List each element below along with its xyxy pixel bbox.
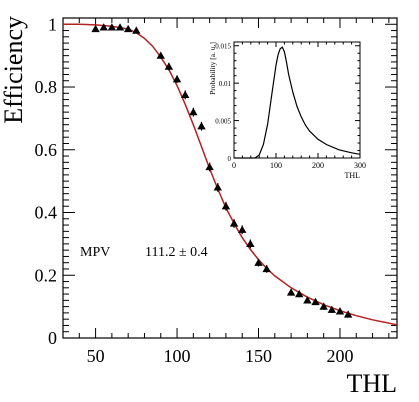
y-tick-label: 0: [48, 328, 57, 348]
inset-x-tick-label: 300: [354, 161, 366, 170]
data-point: [221, 202, 231, 210]
data-point: [343, 310, 353, 318]
data-point: [123, 24, 133, 33]
data-point: [246, 239, 255, 248]
data-point: [286, 288, 296, 296]
y-axis-title: Efficiency: [0, 16, 28, 124]
data-point: [213, 183, 222, 191]
data-point: [303, 296, 312, 304]
data-point: [156, 51, 165, 59]
inset-y-tick-label: 0.005: [215, 118, 231, 126]
mpv-label: MPV: [80, 245, 110, 260]
inset-y-axis-title: Probability [a. u.]: [208, 42, 217, 95]
data-point: [132, 26, 141, 34]
y-tick-label: 0.6: [35, 140, 58, 160]
y-tick-label: 0.2: [35, 265, 58, 285]
inset-y-tick-label: 0: [228, 155, 232, 163]
y-tick-label: 0.8: [35, 77, 58, 97]
data-point: [197, 122, 206, 130]
data-point: [172, 74, 182, 83]
inset-y-tick-label: 0.01: [219, 80, 232, 88]
data-point: [189, 107, 198, 116]
data-point: [238, 225, 247, 233]
data-point: [180, 90, 190, 99]
x-tick-label: 100: [164, 346, 191, 366]
x-tick-label: 50: [87, 346, 105, 366]
mpv-value: 111.2 ± 0.4: [145, 245, 208, 260]
data-point: [115, 23, 125, 31]
data-point: [295, 289, 304, 298]
data-point: [107, 23, 117, 31]
inset-plot: 0 100 200 300 0 0.005 0.01 0.015 THL Probability …: [208, 41, 366, 180]
data-point: [99, 23, 108, 31]
inset-x-tick-label: 0: [232, 161, 236, 170]
plot-frame: [62, 17, 398, 339]
main-plot: 50 100 150 200 0 0.2 0.4 0.6 0.8 1 THL Efficiency MP…: [0, 14, 398, 398]
data-point: [262, 264, 271, 273]
data-point: [205, 162, 214, 171]
data-point: [164, 62, 174, 70]
x-tick-label: 150: [245, 346, 272, 366]
x-axis-title: THL: [346, 369, 397, 398]
data-point: [229, 219, 239, 227]
inset-frame: [233, 41, 361, 159]
x-tick-label: 200: [326, 346, 353, 366]
data-point: [327, 305, 337, 313]
data-point: [335, 307, 345, 315]
inset-x-tick-label: 200: [312, 161, 324, 170]
inset-x-tick-label: 100: [270, 161, 282, 170]
data-point: [91, 24, 100, 33]
data-point: [254, 258, 263, 266]
y-tick-label: 0.4: [35, 203, 58, 223]
inset-distribution-curve: [234, 46, 361, 159]
data-point: [311, 297, 320, 306]
y-tick-label: 1: [48, 14, 57, 34]
inset-y-tick-label: 0.015: [215, 43, 231, 51]
inset-x-axis-title: THL: [344, 171, 360, 180]
data-point: [319, 302, 328, 310]
